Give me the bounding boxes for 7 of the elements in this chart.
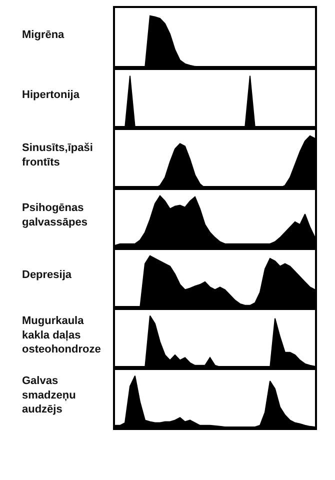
text: Hipertonija	[22, 89, 80, 101]
text: Mugurkaula kakla daļas osteohondroze	[22, 315, 101, 356]
text: Sinusīts,īpaši frontīts	[22, 142, 93, 168]
text: Depresija	[22, 269, 72, 281]
text: Migrēna	[22, 29, 66, 41]
text: Psihogēnas galvassāpes	[22, 202, 88, 228]
text: Galvas smadzeņu audzējs	[22, 375, 76, 416]
